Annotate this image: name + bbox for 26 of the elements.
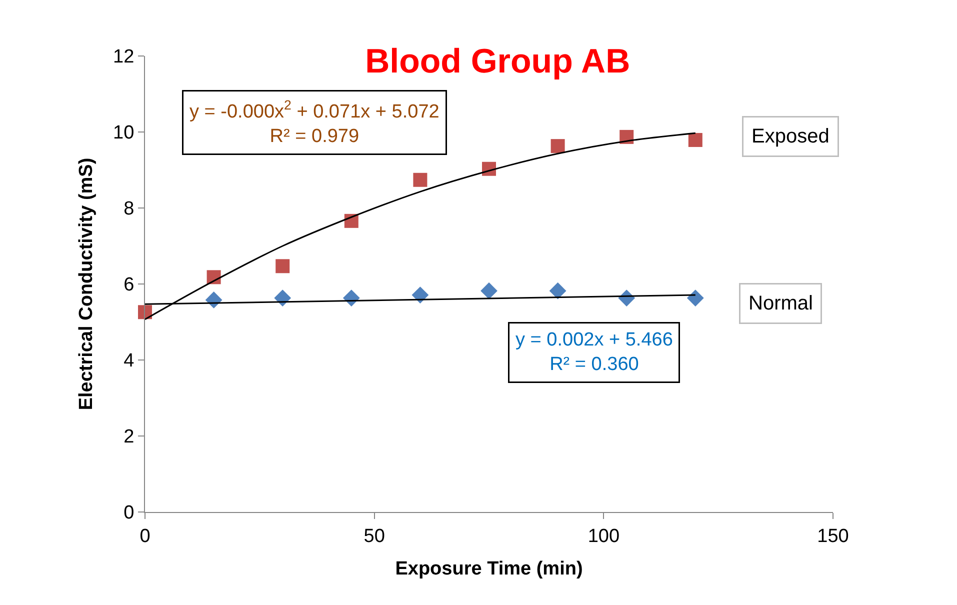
- point: [549, 282, 566, 300]
- y-tick-label: 4: [124, 350, 135, 372]
- point: [276, 259, 290, 274]
- x-tick-label: 100: [588, 526, 620, 547]
- y-tick-label: 0: [124, 502, 134, 524]
- y-axis-title: Electrical Conductivity (mS): [76, 158, 97, 410]
- x-axis-title: Exposure Time (min): [395, 558, 583, 580]
- x-tick-label: 50: [364, 526, 385, 547]
- y-tick-label: 10: [113, 122, 134, 144]
- annotation: y = -0.000x$^{2}$ + 0.071x + 5.072 R² = 0.979: [190, 98, 440, 148]
- annotation: y = 0.002x + 5.466 R² = 0.360: [516, 330, 673, 376]
- text: Exposed: [752, 126, 830, 148]
- point: [412, 286, 429, 304]
- y-tick-label: 2: [124, 426, 134, 448]
- y-tick-label: 12: [113, 46, 134, 68]
- text: Normal: [748, 292, 813, 314]
- x-tick-label: 150: [817, 526, 849, 547]
- y-tick-label: 6: [124, 274, 134, 296]
- point: [686, 290, 704, 307]
- point: [480, 282, 498, 300]
- y-tick-label: 8: [124, 198, 134, 220]
- x-tick-label: 0: [140, 526, 150, 547]
- point: [413, 172, 428, 187]
- chart-title: Blood Group AB: [365, 42, 630, 80]
- point: [550, 139, 565, 154]
- point: [688, 132, 702, 147]
